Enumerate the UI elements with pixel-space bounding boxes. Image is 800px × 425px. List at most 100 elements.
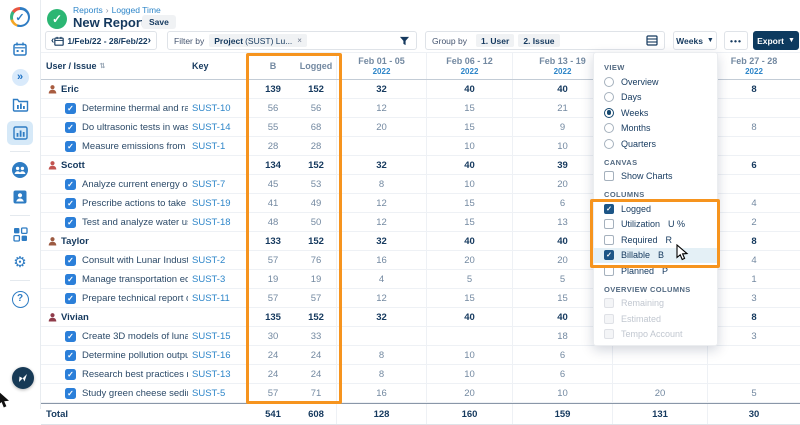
profile-card-icon[interactable] — [7, 185, 33, 209]
table-row-group[interactable]: Taylor 133 152 32 40 40 8 — [41, 232, 800, 251]
issue-key-link[interactable]: SUST-19 — [192, 197, 231, 209]
menu-option-tempo-account: Tempo Account — [594, 327, 717, 343]
cell-week1: 4 — [336, 270, 426, 288]
issue-checkbox[interactable] — [65, 197, 76, 209]
column-header-user-issue[interactable]: User / Issue ⇅ — [46, 61, 106, 71]
menu-option-quarters[interactable]: Quarters — [594, 136, 717, 152]
issue-checkbox[interactable] — [65, 216, 76, 228]
column-header-key[interactable]: Key — [192, 61, 209, 71]
more-options-button[interactable]: ••• — [724, 31, 748, 50]
group-chip-issue[interactable]: 2. Issue — [518, 34, 560, 47]
menu-option-weeks[interactable]: Weeks — [594, 105, 717, 121]
menu-option-days[interactable]: Days — [594, 90, 717, 106]
help-icon[interactable]: ? — [7, 287, 33, 311]
issue-checkbox[interactable] — [65, 273, 76, 285]
menu-option-utilization[interactable]: Utilization U % — [594, 217, 717, 233]
breadcrumb-logged-time-link[interactable]: Logged Time — [111, 5, 161, 15]
issue-checkbox[interactable] — [65, 254, 76, 266]
table-row-issue[interactable]: Study green cheese sediments in crat... … — [41, 384, 800, 403]
filter-field[interactable]: Filter by Project (SUST) Lu... × — [167, 31, 417, 50]
menu-option-label: Estimated — [621, 313, 662, 324]
table-row-issue[interactable]: Measure emissions from mining proce... S… — [41, 137, 800, 156]
issue-key-link[interactable]: SUST-13 — [192, 368, 231, 380]
table-row-issue[interactable]: Research best practices related to lun..… — [41, 365, 800, 384]
issue-key-link[interactable]: SUST-10 — [192, 102, 231, 114]
issue-checkbox[interactable] — [65, 121, 76, 133]
group-chip-user[interactable]: 1. User — [475, 34, 515, 47]
calendar-icon[interactable] — [7, 37, 33, 61]
column-header-logged[interactable]: Logged — [299, 61, 333, 71]
table-row-issue[interactable]: Determine pollution output from food ...… — [41, 346, 800, 365]
user-avatar-icon — [48, 161, 57, 170]
cell-week5 — [707, 346, 800, 364]
checkbox-checked-icon — [604, 250, 614, 261]
view-period-dropdown[interactable]: Weeks ▼ — [673, 31, 717, 50]
issue-key-link[interactable]: SUST-14 — [192, 121, 231, 133]
group-by-field[interactable]: Group by 1. User 2. Issue — [425, 31, 665, 50]
table-row-issue[interactable]: Consult with Lunar Industries to devel..… — [41, 251, 800, 270]
user-avatar-icon — [48, 85, 57, 94]
apps-icon[interactable] — [7, 222, 33, 246]
cell-week5: 8 — [707, 308, 800, 326]
pin-navigation-button[interactable] — [12, 367, 34, 389]
chevron-double-right-icon: » — [11, 68, 29, 86]
reports-icon[interactable] — [7, 121, 33, 145]
remove-filter-icon[interactable]: × — [297, 36, 302, 45]
menu-option-months[interactable]: Months — [594, 121, 717, 137]
issue-checkbox[interactable] — [65, 349, 76, 361]
menu-option-billable[interactable]: Billable B — [594, 247, 717, 263]
export-button[interactable]: Export ▼ — [753, 31, 799, 50]
issue-checkbox[interactable] — [65, 102, 76, 114]
teams-icon[interactable] — [7, 158, 33, 182]
menu-option-overview[interactable]: Overview — [594, 74, 717, 90]
expand-sidebar-icon[interactable]: » — [7, 65, 33, 89]
breadcrumb-reports-link[interactable]: Reports — [73, 5, 103, 15]
issue-checkbox[interactable] — [65, 292, 76, 304]
issue-checkbox[interactable] — [65, 368, 76, 380]
saved-reports-icon[interactable] — [7, 92, 33, 116]
menu-option-planned[interactable]: Planned P — [594, 263, 717, 279]
checkbox-disabled-icon — [604, 329, 614, 340]
issue-checkbox[interactable] — [65, 330, 76, 342]
issue-summary: Research best practices related to lun..… — [82, 368, 188, 380]
table-layout-icon[interactable] — [646, 35, 658, 46]
cell-week3: 15 — [512, 289, 612, 307]
user-avatar-icon — [48, 237, 57, 246]
prev-period-button[interactable]: ‹ — [51, 34, 55, 46]
issue-key-link[interactable]: SUST-16 — [192, 349, 231, 361]
table-row-issue[interactable]: Manage transportation equipment for ... … — [41, 270, 800, 289]
issue-checkbox[interactable] — [65, 140, 76, 152]
report-status-icon: ✓ — [47, 9, 67, 29]
issue-key-link[interactable]: SUST-15 — [192, 330, 231, 342]
issue-checkbox[interactable] — [65, 178, 76, 190]
cell-week2: 40 — [426, 308, 512, 326]
issue-key-link[interactable]: SUST-3 — [192, 273, 226, 285]
total-billable: 541 — [265, 408, 281, 420]
issue-key-link[interactable]: SUST-5 — [192, 387, 226, 399]
issue-summary: Test and analyze water usage on lunar... — [82, 216, 188, 228]
issue-key-link[interactable]: SUST-1 — [192, 140, 226, 152]
group-user-name: Vivian — [61, 311, 89, 323]
issue-key-link[interactable]: SUST-11 — [192, 292, 230, 304]
filter-dropdown-icon[interactable] — [399, 36, 410, 46]
tempo-logo-icon[interactable] — [10, 7, 30, 27]
filter-chip-project[interactable]: Project (SUST) Lu... × — [209, 34, 307, 47]
next-period-button[interactable]: › — [147, 34, 151, 46]
cell-logged: 76 — [310, 254, 322, 266]
issue-key-link[interactable]: SUST-7 — [192, 178, 226, 190]
menu-option-required[interactable]: Required R — [594, 232, 717, 248]
issue-checkbox[interactable] — [65, 387, 76, 399]
issue-key-link[interactable]: SUST-2 — [192, 254, 226, 266]
date-range-button[interactable]: 1/Feb/22 - 28/Feb/22 — [54, 36, 148, 46]
table-row-issue[interactable]: Analyze current energy operations on ...… — [41, 175, 800, 194]
cell-week1: 8 — [336, 365, 426, 383]
menu-section-overview-columns: OVERVIEW COLUMNS — [604, 284, 691, 294]
table-row-issue[interactable]: Test and analyze water usage on lunar...… — [41, 213, 800, 232]
calendar-small-icon — [54, 36, 65, 46]
menu-option-logged[interactable]: Logged — [594, 201, 717, 217]
issue-key-link[interactable]: SUST-18 — [192, 216, 231, 228]
menu-option-show-charts[interactable]: Show Charts — [594, 169, 717, 185]
settings-gear-icon[interactable]: ⚙ — [13, 253, 27, 271]
column-header-billable[interactable]: B — [269, 61, 277, 71]
save-button[interactable]: Save — [142, 15, 176, 29]
